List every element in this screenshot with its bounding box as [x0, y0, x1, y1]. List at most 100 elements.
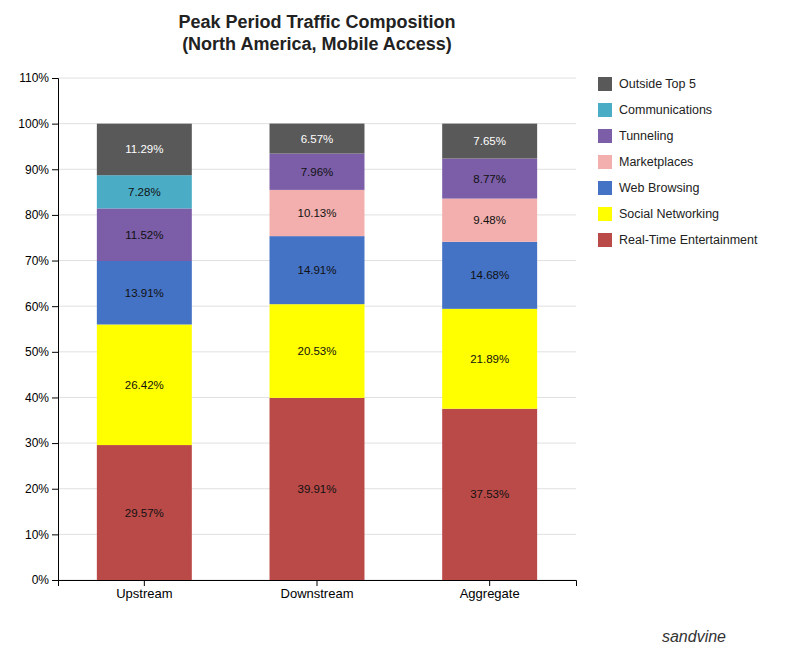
legend-label: Communications — [619, 103, 712, 117]
legend-label: Web Browsing — [619, 181, 699, 195]
data-label: 13.91% — [125, 287, 164, 299]
x-axis: Upstream Downstream Aggregate — [59, 580, 577, 601]
bar-segment — [442, 242, 537, 309]
data-label: 14.91% — [297, 264, 336, 276]
y-tick: 40% — [25, 391, 58, 405]
y-tick: 30% — [25, 436, 58, 450]
data-label: 29.57% — [125, 507, 164, 519]
legend-item: Communications — [598, 103, 712, 117]
data-label: 20.53% — [297, 345, 336, 357]
y-tick-label: 100% — [18, 117, 49, 131]
bar-segment — [270, 398, 365, 580]
legend-item: Social Networking — [598, 207, 719, 221]
legend-item: Tunneling — [598, 129, 673, 143]
bar-segment — [270, 236, 365, 304]
data-label: 10.13% — [297, 207, 336, 219]
data-label: 9.48% — [473, 214, 506, 226]
y-tick-mark — [52, 124, 58, 125]
x-tick: Downstream — [281, 580, 354, 601]
y-tick-label: 110% — [19, 71, 49, 85]
y-tick-mark — [52, 169, 58, 170]
data-label: 37.53% — [470, 488, 509, 500]
y-tick-mark — [52, 580, 58, 581]
y-tick: 10% — [25, 528, 58, 542]
plot: 29.57% 39.91% 37.53% 26.42% 20.53% 21.89% 13.9… — [18, 71, 576, 601]
data-label: 7.65% — [473, 135, 506, 147]
y-tick-label: 90% — [25, 163, 49, 177]
y-tick-label: 30% — [25, 436, 49, 450]
y-tick-mark — [52, 352, 58, 353]
legend-label: Outside Top 5 — [619, 77, 696, 91]
grid-line — [58, 78, 576, 79]
data-label: 26.42% — [125, 379, 164, 391]
y-tick: 60% — [25, 300, 58, 314]
x-tick-mark — [144, 580, 145, 586]
y-tick: 20% — [25, 482, 58, 496]
bar-segment — [97, 175, 192, 208]
data-label: 7.28% — [128, 186, 161, 198]
y-tick: 90% — [25, 163, 58, 177]
legend-swatch — [598, 155, 612, 169]
y-tick-label: 80% — [25, 208, 49, 222]
x-tick: Aggregate — [460, 580, 520, 601]
legend-item: Marketplaces — [598, 155, 693, 169]
data-label: 14.68% — [470, 269, 509, 281]
y-tick-label: 20% — [25, 482, 49, 496]
legend-item: Web Browsing — [598, 181, 699, 195]
legend: Outside Top 5 Communications Tunneling Mark… — [598, 77, 758, 247]
legend-item: Outside Top 5 — [598, 77, 696, 91]
bar-segment — [270, 124, 365, 154]
grid — [58, 78, 576, 580]
data-label: 11.29% — [125, 143, 163, 155]
y-tick-mark — [52, 306, 58, 307]
data-label: 7.96% — [301, 166, 334, 178]
y-tick-mark — [52, 78, 58, 79]
data-label: 11.52% — [125, 229, 163, 241]
data-label: 6.57% — [301, 133, 334, 145]
chart: Peak Period Traffic Composition(North Am… — [0, 0, 786, 660]
y-tick-mark — [52, 534, 58, 535]
bar-segment — [270, 154, 365, 190]
legend-item: Real-Time Entertainment — [598, 233, 758, 247]
bar-segment — [442, 409, 537, 580]
y-tick-label: 40% — [25, 391, 49, 405]
bar-segment — [442, 199, 537, 242]
x-tick-mark — [317, 580, 318, 586]
legend-swatch — [598, 233, 612, 247]
y-tick-mark — [52, 443, 58, 444]
y-tick: 50% — [25, 345, 58, 359]
title: Peak Period Traffic Composition(North Am… — [178, 12, 455, 54]
y-tick-mark — [52, 215, 58, 216]
bar-segment — [442, 159, 537, 199]
bar-segment — [442, 309, 537, 409]
bar-segment — [442, 124, 537, 159]
y-tick-label: 0% — [32, 573, 50, 587]
y-tick-mark — [52, 489, 58, 490]
bar-segment — [97, 261, 192, 324]
y-tick-label: 70% — [25, 254, 49, 268]
data-label: 21.89% — [470, 353, 509, 365]
legend-label: Tunneling — [619, 129, 673, 143]
x-tick-mark — [489, 580, 490, 586]
x-axis-line — [59, 581, 577, 587]
y-tick-mark — [52, 261, 58, 262]
x-tick-label: Aggregate — [460, 586, 520, 601]
legend-swatch — [598, 77, 612, 91]
x-tick: Upstream — [116, 580, 172, 601]
y-axis: 0% 10% 20% 30% 40% 50% 60% 70% 80% 90% 100% 110% — [18, 71, 58, 587]
legend-label: Real-Time Entertainment — [619, 233, 758, 247]
legend-swatch — [598, 207, 612, 221]
legend-swatch — [598, 129, 612, 143]
y-tick: 100% — [18, 117, 58, 131]
bar-segment — [270, 304, 365, 398]
y-tick-label: 60% — [25, 300, 49, 314]
x-tick-label: Downstream — [281, 586, 354, 601]
y-tick: 110% — [19, 71, 58, 85]
y-tick: 80% — [25, 208, 58, 222]
annotation: sandvine — [662, 628, 726, 645]
bar-segment — [97, 124, 192, 176]
bar-segment — [97, 324, 192, 445]
y-tick-label: 10% — [25, 528, 49, 542]
data-label: 39.91% — [297, 483, 336, 495]
y-tick-label: 50% — [25, 345, 49, 359]
